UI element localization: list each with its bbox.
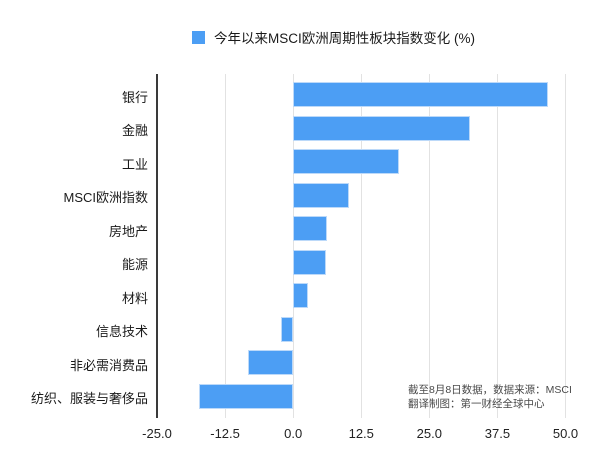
bar [293, 149, 399, 175]
legend-label: 今年以来MSCI欧洲周期性板块指数变化 (%) [214, 31, 475, 46]
y-axis-line [156, 74, 158, 418]
x-tick-label: -25.0 [142, 426, 172, 441]
gridline [360, 74, 362, 418]
x-tick-label: 12.5 [348, 426, 374, 441]
bar [199, 383, 294, 409]
gridline [496, 74, 498, 418]
source-note-line2: 翻译制图：第一财经全球中心 [408, 398, 545, 410]
x-tick-label: -12.5 [210, 426, 240, 441]
gridline [565, 74, 566, 418]
source-note: 截至8月8日数据，数据来源：MSCI 翻译制图：第一财经全球中心 [408, 383, 572, 411]
category-label: 能源 [121, 257, 148, 273]
x-tick-label: 50.0 [552, 426, 579, 441]
x-tick-label: 25.0 [416, 426, 442, 441]
category-label: 房地产 [108, 223, 148, 239]
bar [280, 316, 294, 342]
x-tick-label: 0.0 [284, 426, 303, 441]
bar [293, 182, 349, 208]
category-label: 非必需消费品 [69, 357, 148, 373]
category-label: 信息技术 [95, 324, 148, 340]
bar [293, 115, 470, 141]
bar [247, 350, 294, 376]
gridline [292, 74, 294, 418]
category-label: MSCI欧洲指数 [63, 190, 148, 206]
chart-legend: 今年以来MSCI欧洲周期性板块指数变化 (%) [192, 27, 475, 47]
gridline [224, 74, 226, 418]
bar [293, 216, 328, 242]
category-label: 工业 [121, 156, 148, 172]
gridline [428, 74, 430, 418]
category-label: 金融 [121, 123, 148, 139]
x-tick-label: 37.5 [484, 426, 511, 441]
category-label: 银行 [121, 89, 148, 105]
legend-swatch [192, 30, 205, 44]
category-label: 材料 [121, 290, 148, 306]
category-label: 纺织、服装与奢侈品 [30, 391, 148, 407]
bar [293, 283, 309, 309]
source-note-line1: 截至8月8日数据，数据来源：MSCI [408, 384, 572, 396]
bar [293, 249, 327, 275]
bar [293, 82, 549, 108]
